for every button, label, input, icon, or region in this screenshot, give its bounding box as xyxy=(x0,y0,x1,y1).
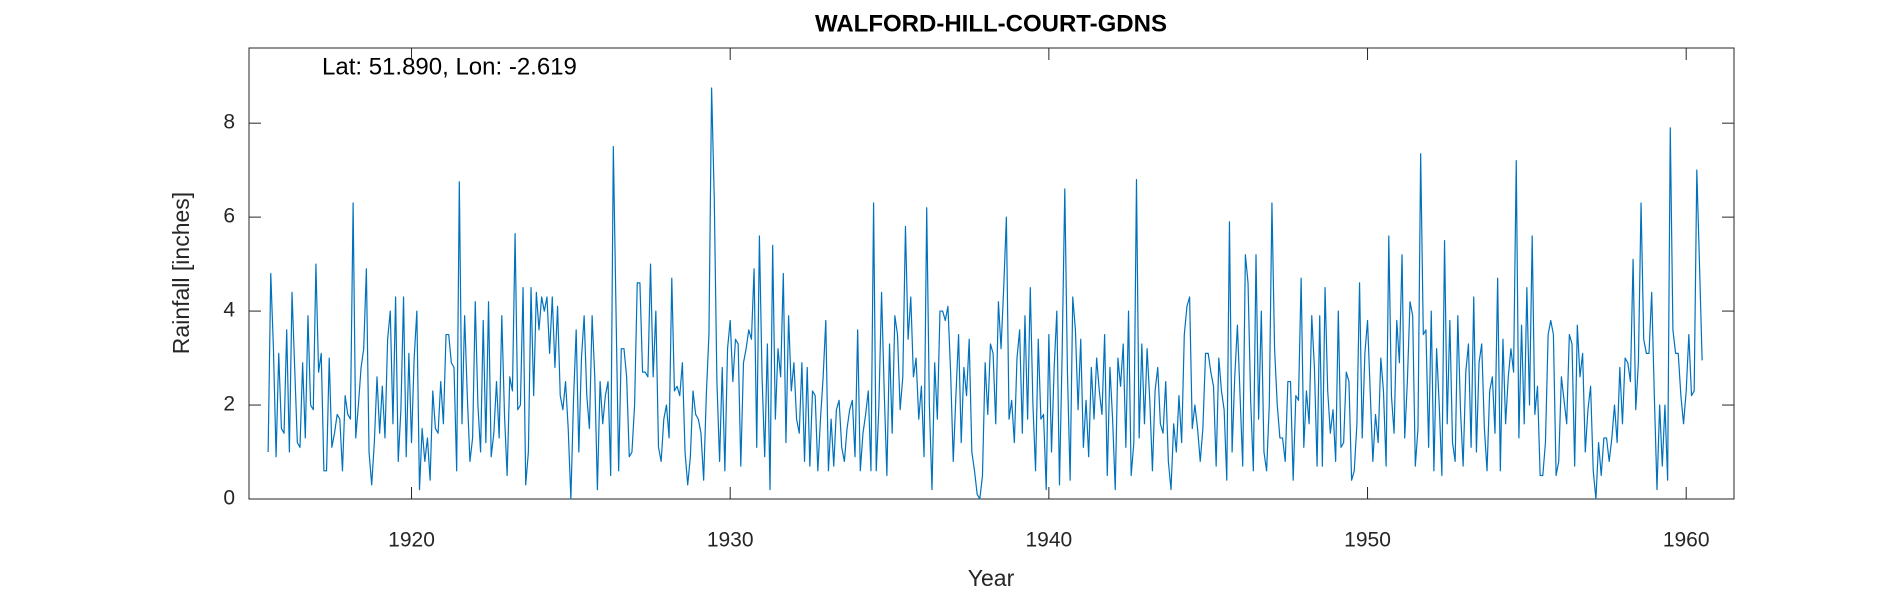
x-tick-label: 1920 xyxy=(388,529,435,552)
y-tick-label: 2 xyxy=(223,393,235,416)
x-tick-label: 1940 xyxy=(1026,529,1073,552)
y-tick-label: 0 xyxy=(223,487,235,510)
y-tick-label: 8 xyxy=(223,111,235,134)
plot-frame xyxy=(248,47,1735,500)
x-tick-label: 1960 xyxy=(1663,529,1710,552)
annotation: Lat: 51.890, Lon: -2.619 xyxy=(322,53,577,80)
y-axis-label: Rainfall [inches] xyxy=(168,192,194,354)
chart-title: WALFORD-HILL-COURT-GDNS xyxy=(815,10,1167,37)
x-axis-label: Year xyxy=(968,565,1015,591)
y-tick-label: 4 xyxy=(223,299,235,322)
x-tick-label: 1930 xyxy=(707,529,754,552)
x-tick-label: 1950 xyxy=(1344,529,1391,552)
y-tick-label: 6 xyxy=(223,205,235,228)
data-line xyxy=(267,87,1703,500)
